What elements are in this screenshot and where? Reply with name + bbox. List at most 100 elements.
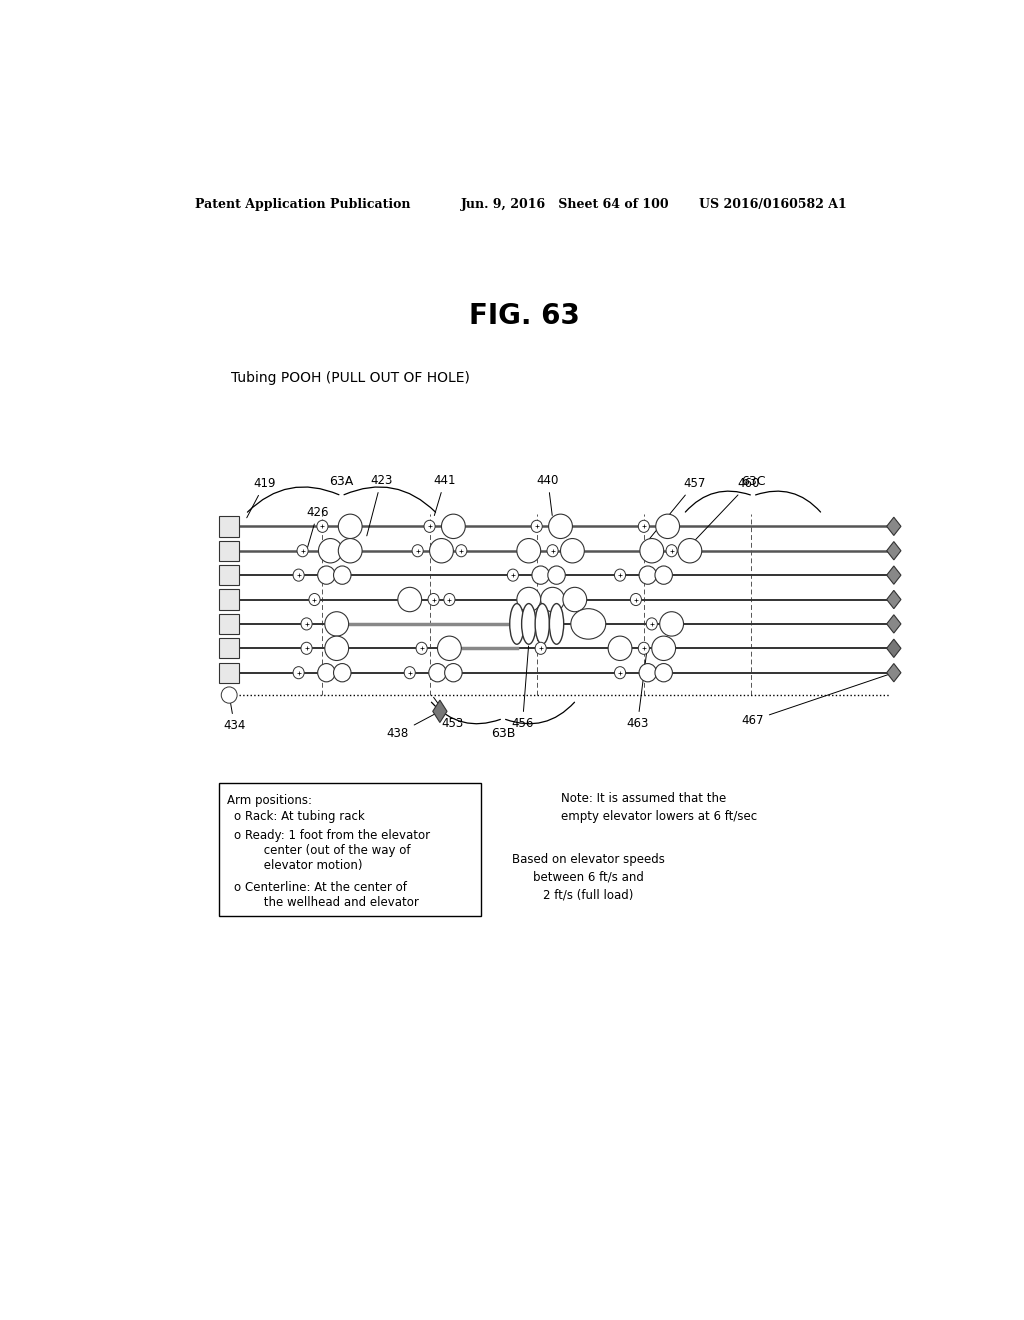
Ellipse shape bbox=[521, 603, 536, 644]
Ellipse shape bbox=[404, 667, 416, 678]
Ellipse shape bbox=[443, 594, 455, 606]
Ellipse shape bbox=[456, 545, 467, 557]
Ellipse shape bbox=[655, 664, 673, 682]
Text: Based on elevator speeds
between 6 ft/s and
2 ft/s (full load): Based on elevator speeds between 6 ft/s … bbox=[512, 853, 665, 902]
Text: 453: 453 bbox=[433, 697, 464, 730]
Text: 457: 457 bbox=[645, 477, 706, 544]
Ellipse shape bbox=[412, 545, 423, 557]
Text: 63C: 63C bbox=[740, 475, 765, 487]
Ellipse shape bbox=[517, 539, 541, 562]
Ellipse shape bbox=[317, 664, 335, 682]
Ellipse shape bbox=[614, 569, 626, 581]
Ellipse shape bbox=[338, 513, 362, 539]
Text: 438: 438 bbox=[387, 713, 437, 741]
Text: US 2016/0160582 A1: US 2016/0160582 A1 bbox=[699, 198, 847, 211]
Text: o: o bbox=[233, 880, 241, 894]
Text: 63B: 63B bbox=[490, 726, 515, 739]
Bar bbox=[219, 614, 240, 634]
Ellipse shape bbox=[655, 513, 680, 539]
Text: Note: It is assumed that the
empty elevator lowers at 6 ft/sec: Note: It is assumed that the empty eleva… bbox=[560, 792, 757, 822]
Ellipse shape bbox=[397, 587, 422, 611]
Text: Ready: 1 foot from the elevator
     center (out of the way of
     elevator mot: Ready: 1 foot from the elevator center (… bbox=[245, 829, 430, 873]
Text: Centerline: At the center of
     the wellhead and elevator: Centerline: At the center of the wellhea… bbox=[245, 880, 419, 909]
Ellipse shape bbox=[639, 566, 656, 585]
Polygon shape bbox=[433, 700, 447, 722]
Text: 460: 460 bbox=[692, 477, 760, 544]
Ellipse shape bbox=[652, 636, 676, 660]
Ellipse shape bbox=[424, 520, 435, 532]
Text: Arm positions:: Arm positions: bbox=[227, 793, 312, 807]
Ellipse shape bbox=[429, 664, 446, 682]
Text: Rack: At tubing rack: Rack: At tubing rack bbox=[245, 810, 365, 822]
Text: FIG. 63: FIG. 63 bbox=[469, 302, 581, 330]
Polygon shape bbox=[887, 615, 901, 634]
Polygon shape bbox=[887, 639, 901, 657]
Ellipse shape bbox=[678, 539, 701, 562]
Bar bbox=[219, 638, 240, 659]
Ellipse shape bbox=[416, 643, 427, 655]
Text: o: o bbox=[233, 829, 241, 842]
Text: Patent Application Publication: Patent Application Publication bbox=[196, 198, 411, 211]
Ellipse shape bbox=[309, 594, 321, 606]
Text: 463: 463 bbox=[627, 645, 649, 730]
Ellipse shape bbox=[666, 545, 677, 557]
Text: 63A: 63A bbox=[330, 475, 353, 487]
Bar bbox=[219, 784, 481, 916]
Ellipse shape bbox=[638, 643, 649, 655]
Ellipse shape bbox=[316, 520, 328, 532]
Ellipse shape bbox=[301, 643, 312, 655]
Ellipse shape bbox=[560, 539, 585, 562]
Ellipse shape bbox=[325, 636, 348, 660]
Ellipse shape bbox=[297, 545, 308, 557]
Ellipse shape bbox=[638, 520, 649, 532]
Text: Tubing POOH (PULL OUT OF HOLE): Tubing POOH (PULL OUT OF HOLE) bbox=[231, 371, 470, 385]
Ellipse shape bbox=[293, 569, 304, 581]
Ellipse shape bbox=[640, 539, 664, 562]
Ellipse shape bbox=[550, 603, 563, 644]
Ellipse shape bbox=[547, 545, 558, 557]
Ellipse shape bbox=[536, 643, 546, 655]
Ellipse shape bbox=[338, 539, 362, 562]
Ellipse shape bbox=[549, 513, 572, 539]
Text: 456: 456 bbox=[511, 645, 534, 730]
Ellipse shape bbox=[293, 667, 304, 678]
Ellipse shape bbox=[221, 686, 238, 704]
Text: 434: 434 bbox=[223, 698, 246, 733]
Ellipse shape bbox=[570, 609, 606, 639]
Ellipse shape bbox=[608, 636, 632, 660]
Polygon shape bbox=[887, 517, 901, 536]
Bar bbox=[219, 589, 240, 610]
Ellipse shape bbox=[430, 539, 454, 562]
Text: 426: 426 bbox=[306, 506, 329, 548]
Text: Jun. 9, 2016   Sheet 64 of 100: Jun. 9, 2016 Sheet 64 of 100 bbox=[461, 198, 670, 211]
Ellipse shape bbox=[631, 594, 641, 606]
Polygon shape bbox=[887, 590, 901, 609]
Bar bbox=[219, 565, 240, 585]
Ellipse shape bbox=[659, 611, 684, 636]
Text: 423: 423 bbox=[367, 474, 392, 536]
Ellipse shape bbox=[437, 636, 461, 660]
Ellipse shape bbox=[507, 569, 518, 581]
Text: 441: 441 bbox=[433, 474, 456, 516]
Ellipse shape bbox=[510, 603, 524, 644]
Ellipse shape bbox=[614, 667, 626, 678]
Text: 419: 419 bbox=[247, 477, 275, 517]
Polygon shape bbox=[887, 541, 901, 560]
Polygon shape bbox=[887, 566, 901, 585]
Ellipse shape bbox=[536, 603, 550, 644]
Ellipse shape bbox=[318, 539, 342, 562]
Text: o: o bbox=[233, 810, 241, 822]
Polygon shape bbox=[887, 664, 901, 682]
Ellipse shape bbox=[639, 664, 656, 682]
Ellipse shape bbox=[325, 611, 348, 636]
Bar bbox=[219, 541, 240, 561]
Bar bbox=[219, 516, 240, 536]
Ellipse shape bbox=[548, 566, 565, 585]
Ellipse shape bbox=[531, 520, 543, 532]
Ellipse shape bbox=[655, 566, 673, 585]
Ellipse shape bbox=[541, 587, 564, 611]
Ellipse shape bbox=[301, 618, 312, 630]
Ellipse shape bbox=[317, 566, 335, 585]
Ellipse shape bbox=[517, 587, 541, 611]
Ellipse shape bbox=[646, 618, 657, 630]
